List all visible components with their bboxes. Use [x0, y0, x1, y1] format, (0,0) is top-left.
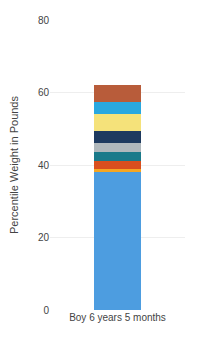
svg-text:Percentile Weight in Pounds: Percentile Weight in Pounds	[8, 96, 20, 234]
svg-text:40: 40	[38, 160, 50, 171]
svg-text:80: 80	[38, 15, 50, 26]
svg-text:0: 0	[43, 305, 49, 316]
svg-text:Boy 6 years 5 months: Boy 6 years 5 months	[69, 312, 166, 323]
svg-text:60: 60	[38, 87, 50, 98]
svg-text:20: 20	[38, 232, 50, 243]
